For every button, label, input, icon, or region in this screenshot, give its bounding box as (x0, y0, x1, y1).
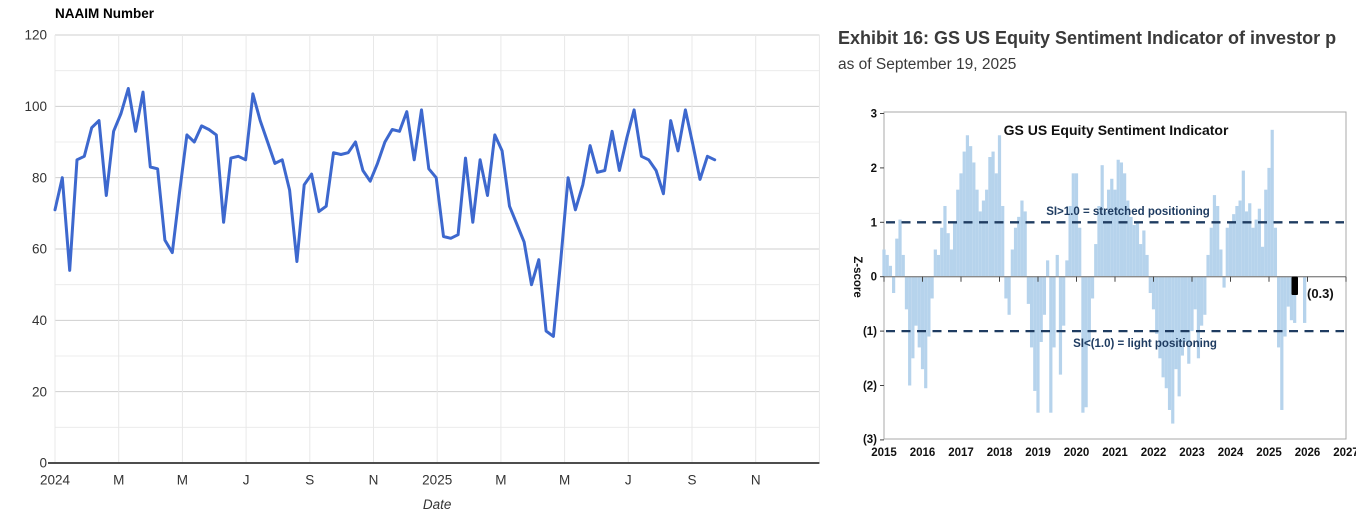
y-tick-label: 100 (24, 99, 47, 114)
latest-marker-bar (1291, 276, 1298, 296)
x-tick-label: 2023 (1179, 447, 1205, 459)
x-tick-label: J (625, 473, 632, 488)
chart-title: GS US Equity Sentiment Indicator (1004, 122, 1229, 138)
x-tick-label: 2024 (1218, 447, 1244, 459)
x-axis-title: Date (423, 497, 452, 512)
exhibit-subtitle: as of September 19, 2025 (838, 56, 1017, 73)
y-tick-label: (3) (863, 434, 877, 446)
x-tick-label: N (751, 473, 761, 488)
x-tick-label: M (177, 473, 188, 488)
x-tick-label: 2019 (1025, 447, 1051, 459)
x-tick-label: 2027 (1333, 447, 1356, 459)
x-tick-label: 2022 (1141, 447, 1167, 459)
y-axis-title: Z-score (851, 256, 863, 298)
y-tick-label: (2) (863, 381, 877, 393)
x-tick-label: S (305, 473, 314, 488)
x-tick-label: 2016 (910, 447, 936, 459)
x-tick-label: 2024 (40, 473, 71, 488)
x-axis-labels: 2015 2016 2017 2018 2019 2020 2021 2022 2023 2024… (871, 447, 1356, 459)
y-axis-labels: 3 2 1 0 (1) (2) (3) (863, 109, 878, 447)
x-tick-label: M (559, 473, 570, 488)
y-tick-label: 2 (871, 163, 877, 175)
y-tick-label: 0 (871, 272, 877, 284)
exhibit-panel: Exhibit 16: GS US Equity Sentiment Indic… (830, 0, 1356, 524)
naaim-line-chart: 0 20 40 60 80 100 120 2024 M M J S N 2025 M M J S N NAAIM N… (24, 6, 820, 512)
y-tick-label: 0 (39, 456, 47, 471)
x-tick-label: M (113, 473, 124, 488)
y-tick-label: 60 (32, 242, 47, 257)
x-tick-label: N (369, 473, 379, 488)
x-tick-label: J (243, 473, 250, 488)
y-tick-label: (1) (863, 326, 877, 338)
gs-sentiment-bar-chart: SI>1.0 = stretched positioning SI<(1.0) =… (851, 109, 1356, 460)
x-tick-label: 2017 (948, 447, 974, 459)
x-tick-label: 2021 (1102, 447, 1128, 459)
x-tick-label: 2018 (987, 447, 1013, 459)
y-tick-label: 80 (32, 170, 47, 185)
x-tick-label: 2025 (1256, 447, 1282, 459)
y-tick-label: 120 (24, 28, 47, 43)
upper-threshold-label: SI>1.0 = stretched positioning (1046, 206, 1210, 218)
x-tick-label: S (687, 473, 696, 488)
x-tick-label: 2015 (871, 447, 897, 459)
gridlines (54, 34, 820, 463)
exhibit-heading: Exhibit 16: GS US Equity Sentiment Indic… (838, 28, 1337, 48)
axis-ticks (880, 113, 1347, 441)
y-axis-labels: 0 20 40 60 80 100 120 (24, 28, 47, 471)
y-tick-label: 1 (871, 217, 878, 229)
naaim-line (53, 87, 717, 338)
x-tick-label: M (495, 473, 506, 488)
x-tick-label: 2026 (1295, 447, 1321, 459)
x-tick-label: 2020 (1064, 447, 1090, 459)
latest-week-bar (1303, 276, 1307, 323)
x-tick-label: 2025 (422, 473, 452, 488)
x-axis-labels: 2024 M M J S N 2025 M M J S N (40, 473, 761, 488)
lower-threshold-label: SI<(1.0) = light positioning (1073, 338, 1217, 350)
chart-title: NAAIM Number (55, 6, 155, 21)
y-tick-label: 40 (32, 313, 47, 328)
y-tick-label: 3 (871, 109, 877, 121)
sentiment-bars (882, 129, 1307, 424)
y-tick-label: 20 (32, 384, 47, 399)
latest-value-label: (0.3) (1307, 286, 1334, 301)
